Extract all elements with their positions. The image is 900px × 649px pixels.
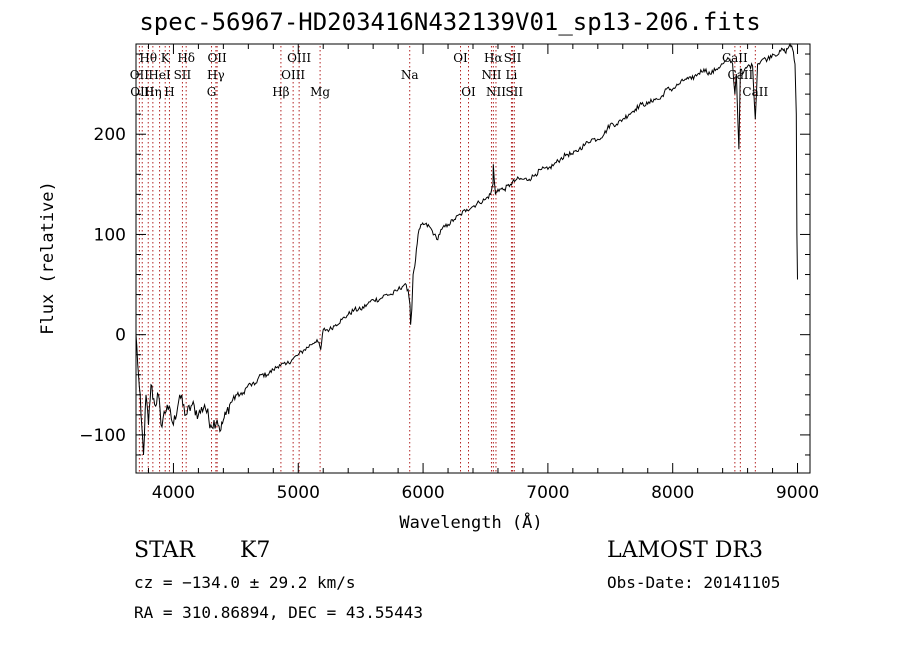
y-tick-label: 100	[94, 225, 126, 245]
line-label: OI	[461, 85, 476, 99]
object-class: STAR	[134, 538, 195, 563]
line-label: Na	[401, 68, 419, 82]
line-label: CaII	[722, 51, 748, 65]
x-axis-label: Wavelength (Å)	[399, 511, 542, 533]
line-label: CaII	[742, 85, 768, 99]
line-label: NII	[481, 68, 501, 82]
x-tick-label: 9000	[776, 483, 819, 503]
line-label: Hβ	[272, 85, 289, 99]
plot-frame	[135, 43, 811, 474]
line-label: H	[164, 85, 174, 99]
x-tick-label: 8000	[651, 483, 694, 503]
line-label: SII	[505, 85, 523, 99]
line-label: Li	[506, 68, 518, 82]
line-label: Mg	[310, 85, 330, 99]
x-tick-label: 7000	[526, 483, 569, 503]
line-label: OII	[130, 68, 150, 82]
line-label: OI	[453, 51, 468, 65]
y-axis-ticks: −100 0 100 200	[79, 53, 810, 456]
x-axis-ticks: 4000 5000 6000 7000 8000 9000	[147, 44, 819, 503]
x-tick-label: 5000	[277, 483, 320, 503]
y-axis-label: Flux (relative)	[38, 181, 58, 335]
line-label: Hα	[484, 51, 503, 65]
line-label: Hθ	[139, 51, 157, 65]
line-label: Hδ	[177, 51, 195, 65]
line-label: OII	[207, 51, 227, 65]
y-tick-label: −100	[79, 426, 126, 446]
chart-title: spec-56967-HD203416N432139V01_sp13-206.f…	[139, 8, 761, 36]
y-tick-label: 200	[94, 125, 126, 145]
line-label: OIII	[287, 51, 311, 65]
line-label: SII	[174, 68, 192, 82]
survey-name: LAMOST DR3	[607, 538, 763, 563]
coordinates: RA = 310.86894, DEC = 43.55443	[134, 603, 423, 622]
x-tick-label: 4000	[152, 483, 195, 503]
flux-series-line	[135, 42, 798, 456]
line-label: NII	[486, 85, 506, 99]
line-label: SII	[504, 51, 522, 65]
redshift-text: cz = −134.0 ± 29.2 km/s	[134, 573, 356, 592]
spectral-line-markers	[138, 46, 756, 473]
object-subclass: K7	[240, 538, 271, 563]
line-label: K	[161, 51, 171, 65]
line-label: Hγ	[207, 68, 225, 82]
line-label: OIII	[281, 68, 305, 82]
line-label: HeI	[148, 68, 171, 82]
line-label: G	[207, 85, 217, 99]
x-tick-label: 6000	[401, 483, 444, 503]
y-tick-label: 0	[115, 326, 126, 346]
obs-date: Obs-Date: 20141105	[607, 573, 781, 592]
line-label: Hη	[144, 85, 162, 99]
